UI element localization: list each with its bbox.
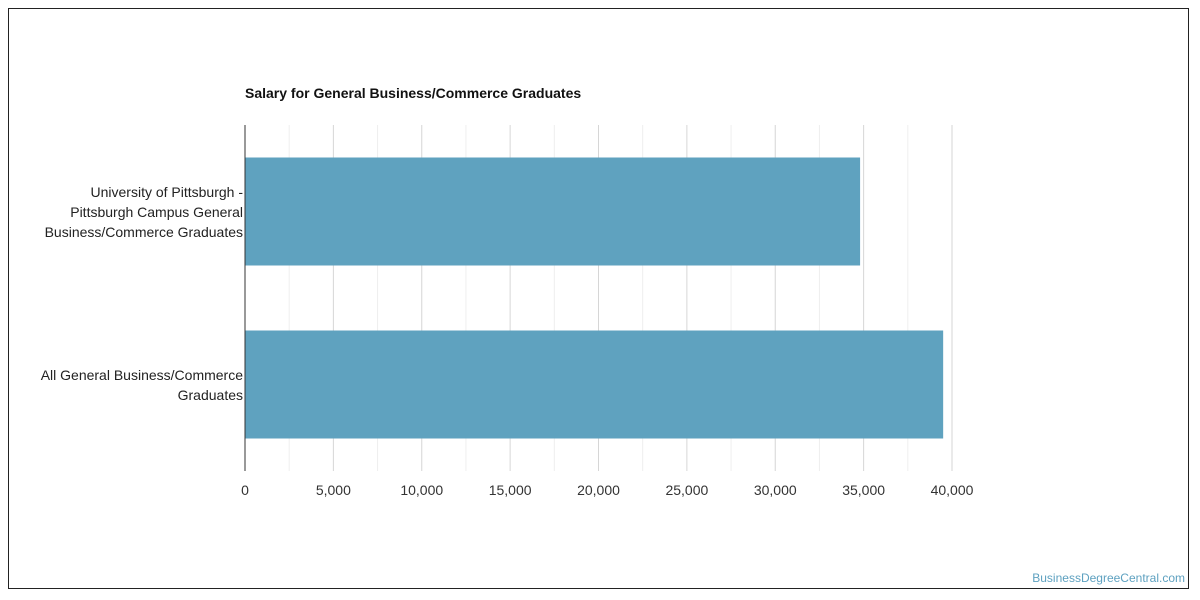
x-tick-label: 5,000 xyxy=(316,482,351,498)
watermark[interactable]: BusinessDegreeCentral.com xyxy=(1032,571,1185,585)
x-tick-label: 10,000 xyxy=(400,482,443,498)
category-label-line: Pittsburgh Campus General xyxy=(70,203,243,220)
category-label-line: Graduates xyxy=(177,386,243,403)
x-tick-label: 25,000 xyxy=(665,482,708,498)
x-tick-label: 15,000 xyxy=(489,482,532,498)
bar-2 xyxy=(245,330,944,439)
chart-title: Salary for General Business/Commerce Gra… xyxy=(245,85,582,101)
category-label-line: Business/Commerce Graduates xyxy=(44,223,243,240)
category-label-1: University of Pittsburgh - Pittsburgh Cam… xyxy=(3,182,243,242)
category-label-line: University of Pittsburgh - xyxy=(90,183,244,200)
x-tick-label: 0 xyxy=(241,482,249,498)
x-tick-label: 40,000 xyxy=(931,482,974,498)
category-label-line: All General Business/Commerce xyxy=(40,366,243,383)
category-label-2: All General Business/Commerce Graduates xyxy=(3,365,243,405)
bar-1 xyxy=(245,157,861,266)
x-tick-label: 35,000 xyxy=(842,482,885,498)
x-tick-label: 20,000 xyxy=(577,482,620,498)
x-tick-label: 30,000 xyxy=(754,482,797,498)
